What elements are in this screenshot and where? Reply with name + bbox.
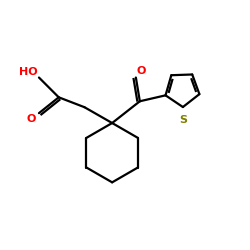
Text: HO: HO (19, 66, 38, 76)
Text: O: O (26, 114, 36, 124)
Text: S: S (179, 115, 187, 125)
Text: O: O (137, 66, 146, 76)
